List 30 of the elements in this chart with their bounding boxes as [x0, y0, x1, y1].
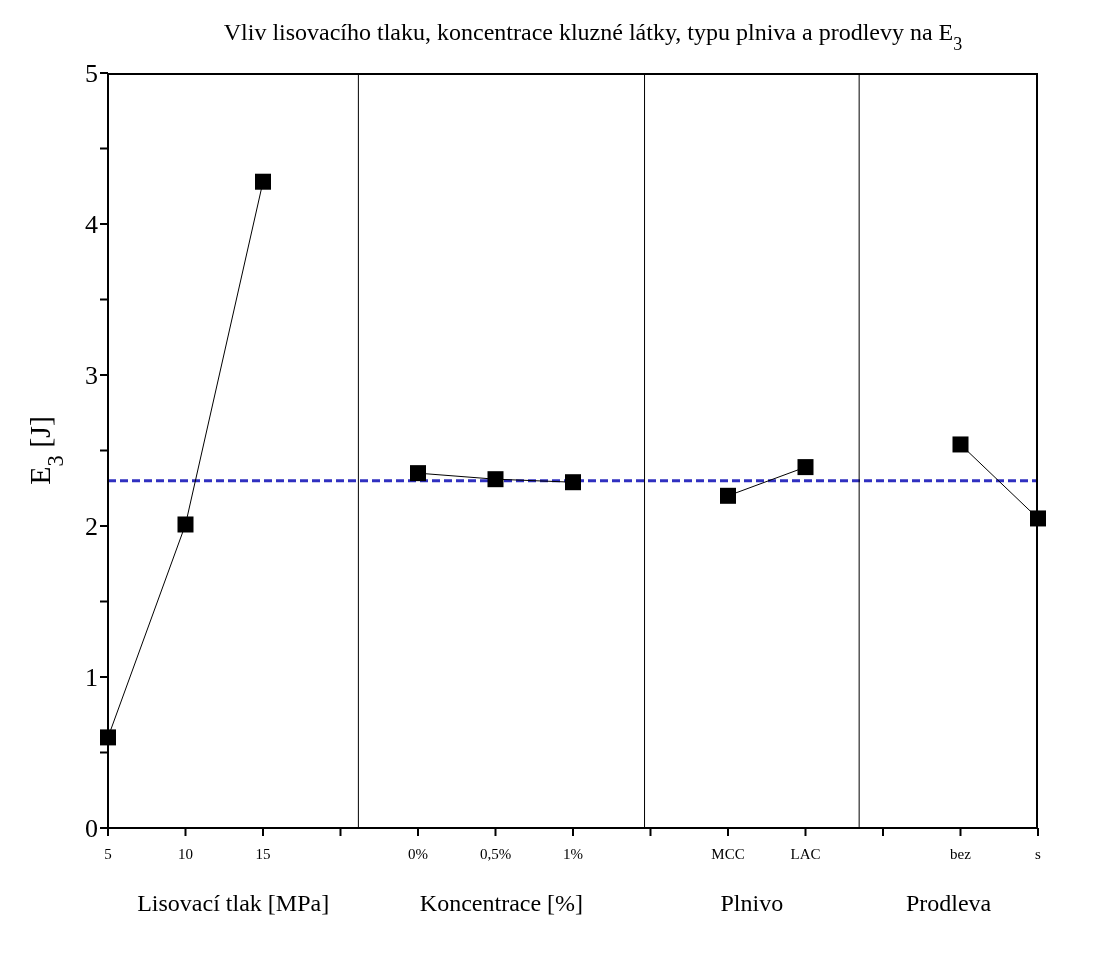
text: Prodleva [905, 890, 992, 916]
x-tick-label: 0,5% [479, 845, 512, 862]
x-tick-label: MCC [711, 845, 745, 862]
x-tick-label: 10 [178, 845, 193, 862]
y-tick-label: 2 [85, 512, 98, 542]
y-tick-label: 5 [85, 59, 98, 89]
y-tick-label: 3 [85, 361, 98, 391]
point [565, 474, 581, 491]
chart-title: Vliv lisovacího tlaku, koncentrace kluzné látky, typu plniva a prodlevy na E$_{3}$ [223, 19, 963, 54]
y-tick-label: 4 [85, 210, 98, 240]
text: Koncentrace [%] [419, 890, 584, 916]
x-tick-label: s [1035, 845, 1042, 862]
point [410, 465, 426, 482]
x-tick-label: 1% [563, 845, 583, 862]
y-tick-label: 1 [85, 663, 98, 693]
point [177, 516, 194, 533]
x-tick-label: LAC [790, 845, 821, 862]
x-tick-label: bez [950, 845, 972, 862]
point [797, 459, 814, 476]
text: Lisovací tlak [MPa] [137, 890, 330, 916]
point [952, 436, 969, 453]
y-tick-label: 0 [85, 814, 98, 844]
text: Plnivo [720, 890, 784, 916]
x-tick-label: 5 [104, 845, 112, 862]
x-tick-label: 15 [255, 845, 271, 862]
point [487, 471, 504, 488]
point [720, 487, 736, 504]
point [100, 729, 116, 746]
point [255, 173, 271, 190]
x-tick-label: 0% [408, 845, 428, 862]
